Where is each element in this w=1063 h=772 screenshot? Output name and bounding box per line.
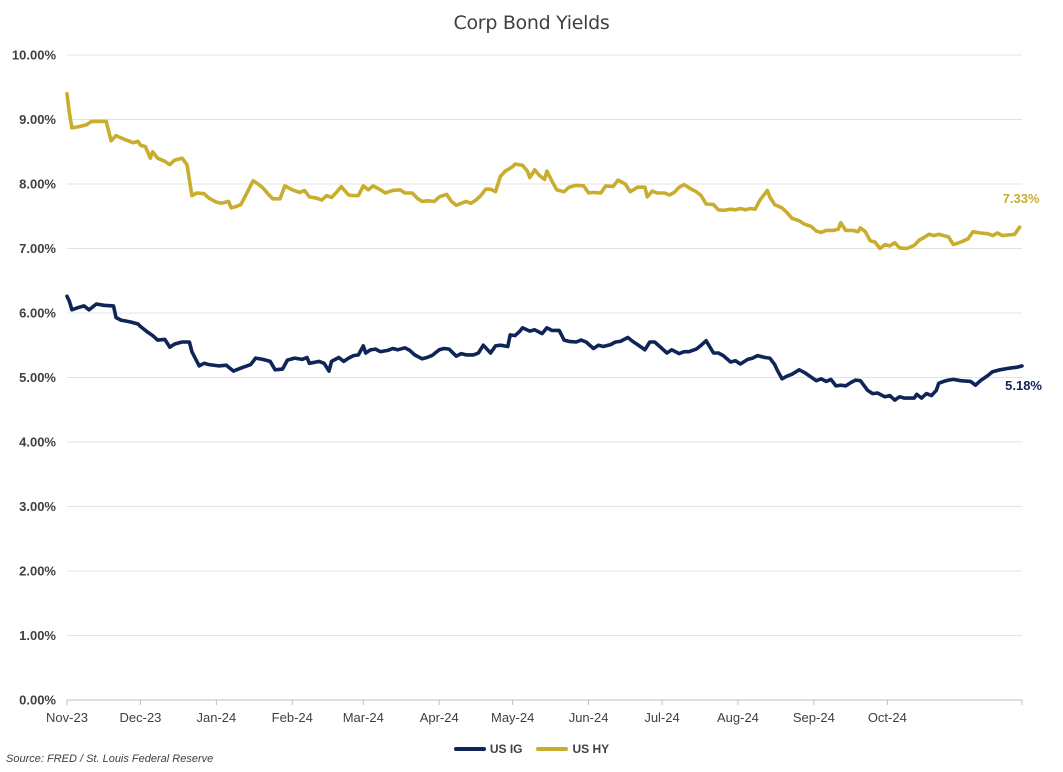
x-tick-label: Jun-24	[569, 710, 609, 725]
y-tick-label: 0.00%	[19, 693, 56, 708]
x-tick-label: Jan-24	[196, 710, 236, 725]
legend-swatch-us-ig	[453, 747, 486, 751]
x-tick-label: May-24	[491, 710, 534, 725]
series-line-us-hy	[65, 91, 1022, 251]
x-tick-label: Apr-24	[420, 710, 459, 725]
end-labels: 5.18% 7.33%	[1003, 191, 1043, 393]
y-tick-label: 5.00%	[19, 370, 56, 385]
source-note: Source: FRED / St. Louis Federal Reserve	[6, 753, 214, 765]
y-tick-label: 3.00%	[19, 499, 56, 514]
series-lines	[65, 91, 1024, 402]
end-label-us-ig: 5.18%	[1005, 378, 1042, 393]
y-tick-label: 10.00%	[12, 48, 57, 63]
series-line-us-ig	[65, 294, 1024, 402]
end-label-us-hy: 7.33%	[1003, 191, 1040, 206]
x-tick-label: Mar-24	[343, 710, 384, 725]
legend: US IG US HY	[0, 742, 1063, 756]
y-tick-label: 8.00%	[19, 177, 56, 192]
legend-label-us-hy: US HY	[572, 742, 610, 756]
y-tick-label: 2.00%	[19, 564, 56, 579]
y-tick-label: 7.00%	[19, 241, 56, 256]
gridlines	[67, 54, 1022, 636]
legend-label-us-ig: US IG	[489, 742, 523, 756]
legend-item-us-ig: US IG	[453, 742, 523, 756]
legend-swatch-us-hy	[536, 747, 569, 751]
y-tick-label: 1.00%	[19, 628, 56, 643]
legend-item-us-hy: US HY	[536, 742, 609, 756]
y-tick-label: 4.00%	[19, 435, 56, 450]
axes: 0.00% 1.00% 2.00% 3.00% 4.00% 5.00% 6.00% 7.00%…	[12, 48, 1023, 725]
y-tick-label: 6.00%	[19, 306, 56, 321]
x-tick-label: Oct-24	[868, 710, 907, 725]
chart-title: Corp Bond Yields	[453, 12, 610, 34]
x-tick-label: Sep-24	[793, 710, 835, 725]
x-tick-label: Aug-24	[717, 710, 759, 725]
x-tick-label: Feb-24	[272, 710, 313, 725]
x-tick-label: Dec-23	[120, 710, 162, 725]
x-tick-label: Nov-23	[46, 710, 88, 725]
y-tick-label: 9.00%	[19, 112, 56, 127]
x-tick-label: Jul-24	[644, 710, 679, 725]
